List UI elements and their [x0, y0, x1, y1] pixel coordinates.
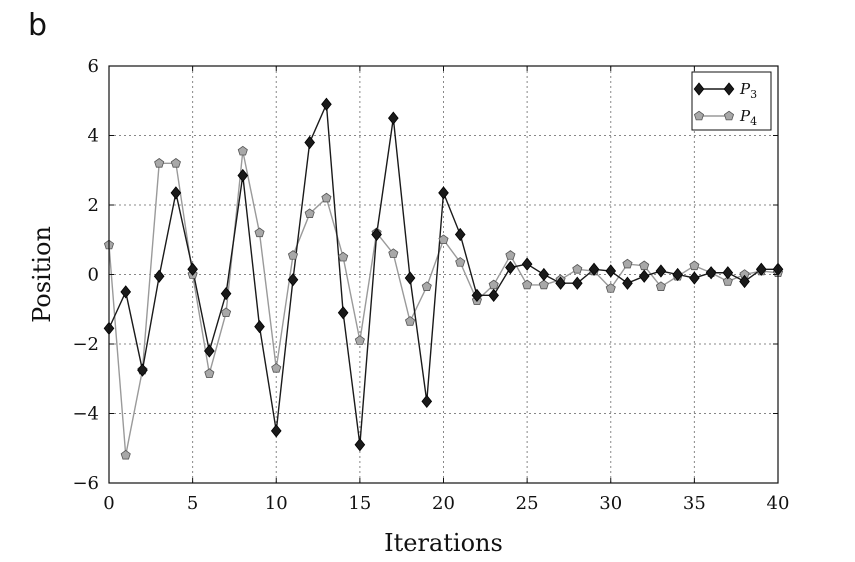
y-tick-label: 4	[88, 126, 99, 147]
series-p4-point	[354, 335, 365, 345]
series-p3-point	[471, 288, 483, 302]
series-p4-point	[154, 158, 165, 168]
series-p3-point	[153, 269, 165, 283]
y-tick-label: 2	[88, 195, 99, 216]
series-p3-point	[755, 262, 767, 276]
y-tick-label: −4	[72, 404, 99, 425]
series-p4-point	[722, 276, 733, 286]
y-tick-label: −2	[72, 334, 99, 355]
series-p3-point	[638, 269, 650, 283]
series-p3-point	[505, 260, 516, 275]
series-p3-point	[588, 262, 600, 276]
x-tick-label: 0	[103, 493, 114, 514]
series-p4-point	[321, 192, 332, 203]
x-tick-label: 15	[348, 493, 371, 514]
series-p3-point	[438, 186, 449, 200]
y-tick-label: −6	[72, 473, 99, 494]
series-p3-point	[254, 319, 265, 334]
series-p3-point	[287, 273, 299, 287]
series-p3-point	[371, 227, 382, 242]
series-p4-point	[505, 250, 516, 260]
x-tick-label: 25	[516, 493, 539, 514]
series-p4-point	[237, 145, 248, 156]
series-p4-point	[287, 250, 299, 260]
series-p3-point	[655, 264, 667, 278]
series-p3-point	[689, 271, 700, 285]
series-p4-point	[388, 248, 399, 258]
legend-subscript: 4	[750, 115, 757, 128]
x-tick-label: 5	[187, 493, 198, 514]
series-p3-point	[605, 264, 617, 278]
series-p4-point	[522, 279, 533, 290]
series-p3-point	[220, 286, 232, 301]
series-p4-point	[655, 281, 666, 291]
series-p3-point	[488, 288, 499, 302]
series-p3-point	[555, 276, 566, 290]
series-markers	[103, 97, 784, 460]
x-axis-label: Iterations	[384, 529, 503, 557]
series-p4-point	[405, 316, 416, 326]
y-tick-label: 6	[88, 56, 99, 77]
grid	[109, 66, 778, 483]
legend-marker-p3	[693, 82, 705, 96]
series-p3-point	[421, 394, 433, 408]
series-p4-point	[120, 449, 131, 460]
x-tick-label: 40	[767, 493, 790, 514]
series-p4-point	[455, 257, 466, 267]
legend-subscript: 3	[750, 88, 757, 101]
series-p3-point	[321, 97, 332, 111]
series-p3-point	[270, 424, 282, 438]
series-p3-point	[120, 285, 132, 299]
series-p3-point	[722, 266, 734, 280]
series-p4-point	[338, 251, 349, 262]
series-p3-point	[622, 276, 633, 290]
axis-ticks: 0 5 10 15 20 25 30 35 40 −6 −4 −2 0 2 4 6	[72, 56, 789, 514]
series-p3-point	[521, 257, 533, 271]
x-tick-label: 35	[683, 493, 706, 514]
legend-marker-p3	[723, 82, 735, 96]
series-p4-point	[304, 208, 315, 218]
series-p4-point	[538, 279, 549, 290]
series-p3-point	[204, 344, 215, 358]
series-p3-point	[388, 111, 399, 125]
y-tick-label: 0	[88, 265, 99, 286]
series-p4-point	[689, 260, 700, 271]
series-p4-point	[421, 281, 432, 291]
series-p3-point	[404, 271, 416, 285]
legend-marker-p4	[693, 110, 705, 121]
legend-marker-p4	[723, 110, 735, 121]
series-p3-point	[705, 266, 717, 280]
x-tick-label: 30	[599, 493, 622, 514]
series-p3-point	[137, 363, 148, 377]
legend-box	[691, 71, 772, 131]
y-axis-label: Position	[28, 226, 56, 323]
series-p3-point	[337, 306, 349, 320]
series-p3-point	[237, 168, 249, 183]
series-p4-point	[605, 283, 616, 293]
series-p3-point	[454, 227, 466, 242]
series-p3-point	[571, 276, 583, 290]
series-p4-point	[488, 279, 499, 290]
series-p4-point	[271, 363, 282, 373]
x-tick-label: 20	[432, 493, 455, 514]
series-p4-point	[221, 307, 232, 318]
series-p3-point	[672, 267, 683, 282]
x-tick-label: 10	[265, 493, 288, 514]
series-p4-point	[622, 258, 633, 269]
series-p3-point	[538, 267, 550, 282]
series-p3-point	[304, 135, 316, 150]
series-p3-point	[739, 274, 750, 289]
series-p4-point	[170, 158, 181, 168]
series-p4-point	[639, 260, 650, 271]
series-p3-point	[354, 438, 366, 452]
series-p3-point	[187, 262, 198, 276]
panel-label: b	[28, 8, 48, 43]
series-p4-point	[254, 227, 265, 238]
series-p4-point	[572, 263, 583, 274]
series-p4-point	[438, 234, 449, 245]
series-p3-point	[170, 186, 182, 200]
series-p4-point	[204, 368, 215, 378]
